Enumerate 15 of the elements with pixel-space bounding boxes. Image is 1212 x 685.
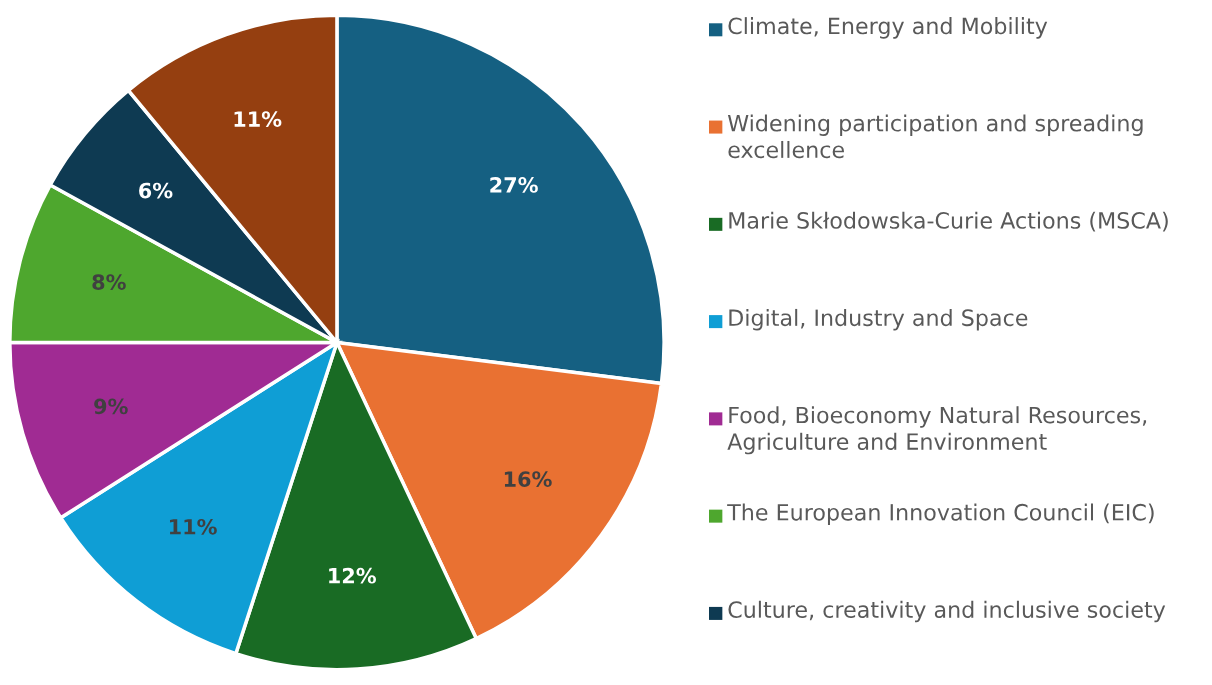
data-label: 12% [329, 567, 376, 584]
data-label: 11% [234, 111, 282, 127]
legend-label: Marie Skłodowska-Curie Actions (MSCA) [729, 211, 1168, 232]
legend-label: Culture, creativity and inclusive society [728, 600, 1166, 623]
legend-label: Widening participation and spreading excellence [727, 114, 1143, 159]
data-label: 8% [92, 274, 126, 290]
legend-label: Food, Bioeconomy Natural Resources, Agriculture and Environment [727, 406, 1147, 455]
data-label: 27% [490, 177, 538, 193]
legend-label: Climate, Energy and Mobility [728, 17, 1048, 39]
data-label: 6% [139, 182, 173, 199]
data-label: 16% [504, 471, 552, 487]
data-label: 9% [94, 398, 128, 415]
legend-label: The European Innovation Council (EIC) [727, 503, 1154, 525]
legend-label: Digital, Industry and Space [729, 308, 1028, 331]
data-label: 11% [170, 518, 217, 535]
